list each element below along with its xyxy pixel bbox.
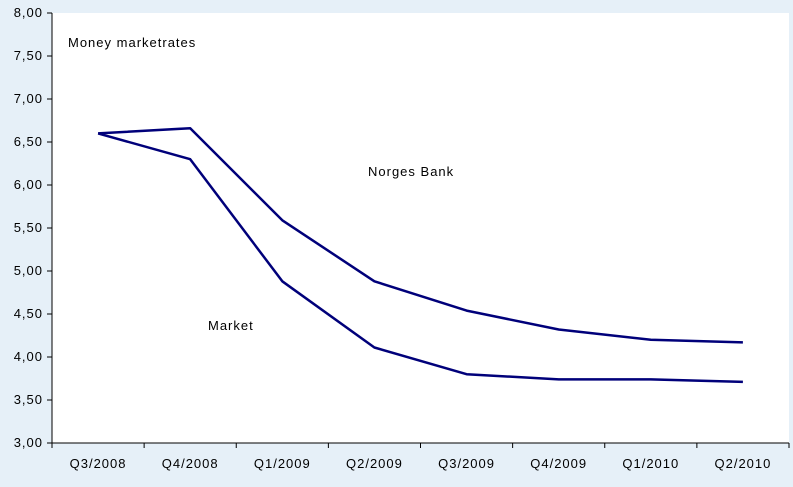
y-tick-label: 8,00 bbox=[14, 5, 43, 20]
series-line-norges-bank bbox=[98, 126, 743, 344]
y-tick-label: 3,00 bbox=[14, 435, 43, 450]
x-tick-label: Q3/2008 bbox=[70, 456, 127, 471]
plot-area bbox=[52, 13, 789, 443]
y-tick-label: 6,50 bbox=[14, 134, 43, 149]
y-tick-label: 7,50 bbox=[14, 48, 43, 63]
y-tick-label: 4,50 bbox=[14, 306, 43, 321]
chart-title: Money marketrates bbox=[68, 35, 196, 50]
series-label-norges-bank: Norges Bank bbox=[368, 164, 454, 179]
y-axis-ticks: 3,00 3,50 4,00 4,50 5,00 5,50 6,00 6,50 7,00 7,50… bbox=[14, 5, 52, 450]
x-tick-label: Q3/2009 bbox=[438, 456, 495, 471]
y-tick-label: 5,50 bbox=[14, 220, 43, 235]
x-tick-label: Q4/2009 bbox=[530, 456, 587, 471]
y-tick-label: 5,00 bbox=[14, 263, 43, 278]
y-tick-label: 7,00 bbox=[14, 91, 43, 106]
y-tick-label: 6,00 bbox=[14, 177, 43, 192]
x-tick-label: Q4/2008 bbox=[162, 456, 219, 471]
series-line-market bbox=[97, 132, 743, 384]
series-lines bbox=[97, 126, 743, 384]
x-tick-label: Q2/2009 bbox=[346, 456, 403, 471]
series-label-market: Market bbox=[208, 318, 254, 333]
x-tick-label: Q1/2009 bbox=[254, 456, 311, 471]
x-axis-ticks: Q3/2008 Q4/2008 Q1/2009 Q2/2009 Q3/2009 Q4/20… bbox=[51, 443, 790, 471]
y-tick-label: 3,50 bbox=[14, 392, 43, 407]
x-tick-label: Q2/2010 bbox=[715, 456, 772, 471]
y-tick-label: 4,00 bbox=[14, 349, 43, 364]
x-tick-label: Q1/2010 bbox=[622, 456, 679, 471]
